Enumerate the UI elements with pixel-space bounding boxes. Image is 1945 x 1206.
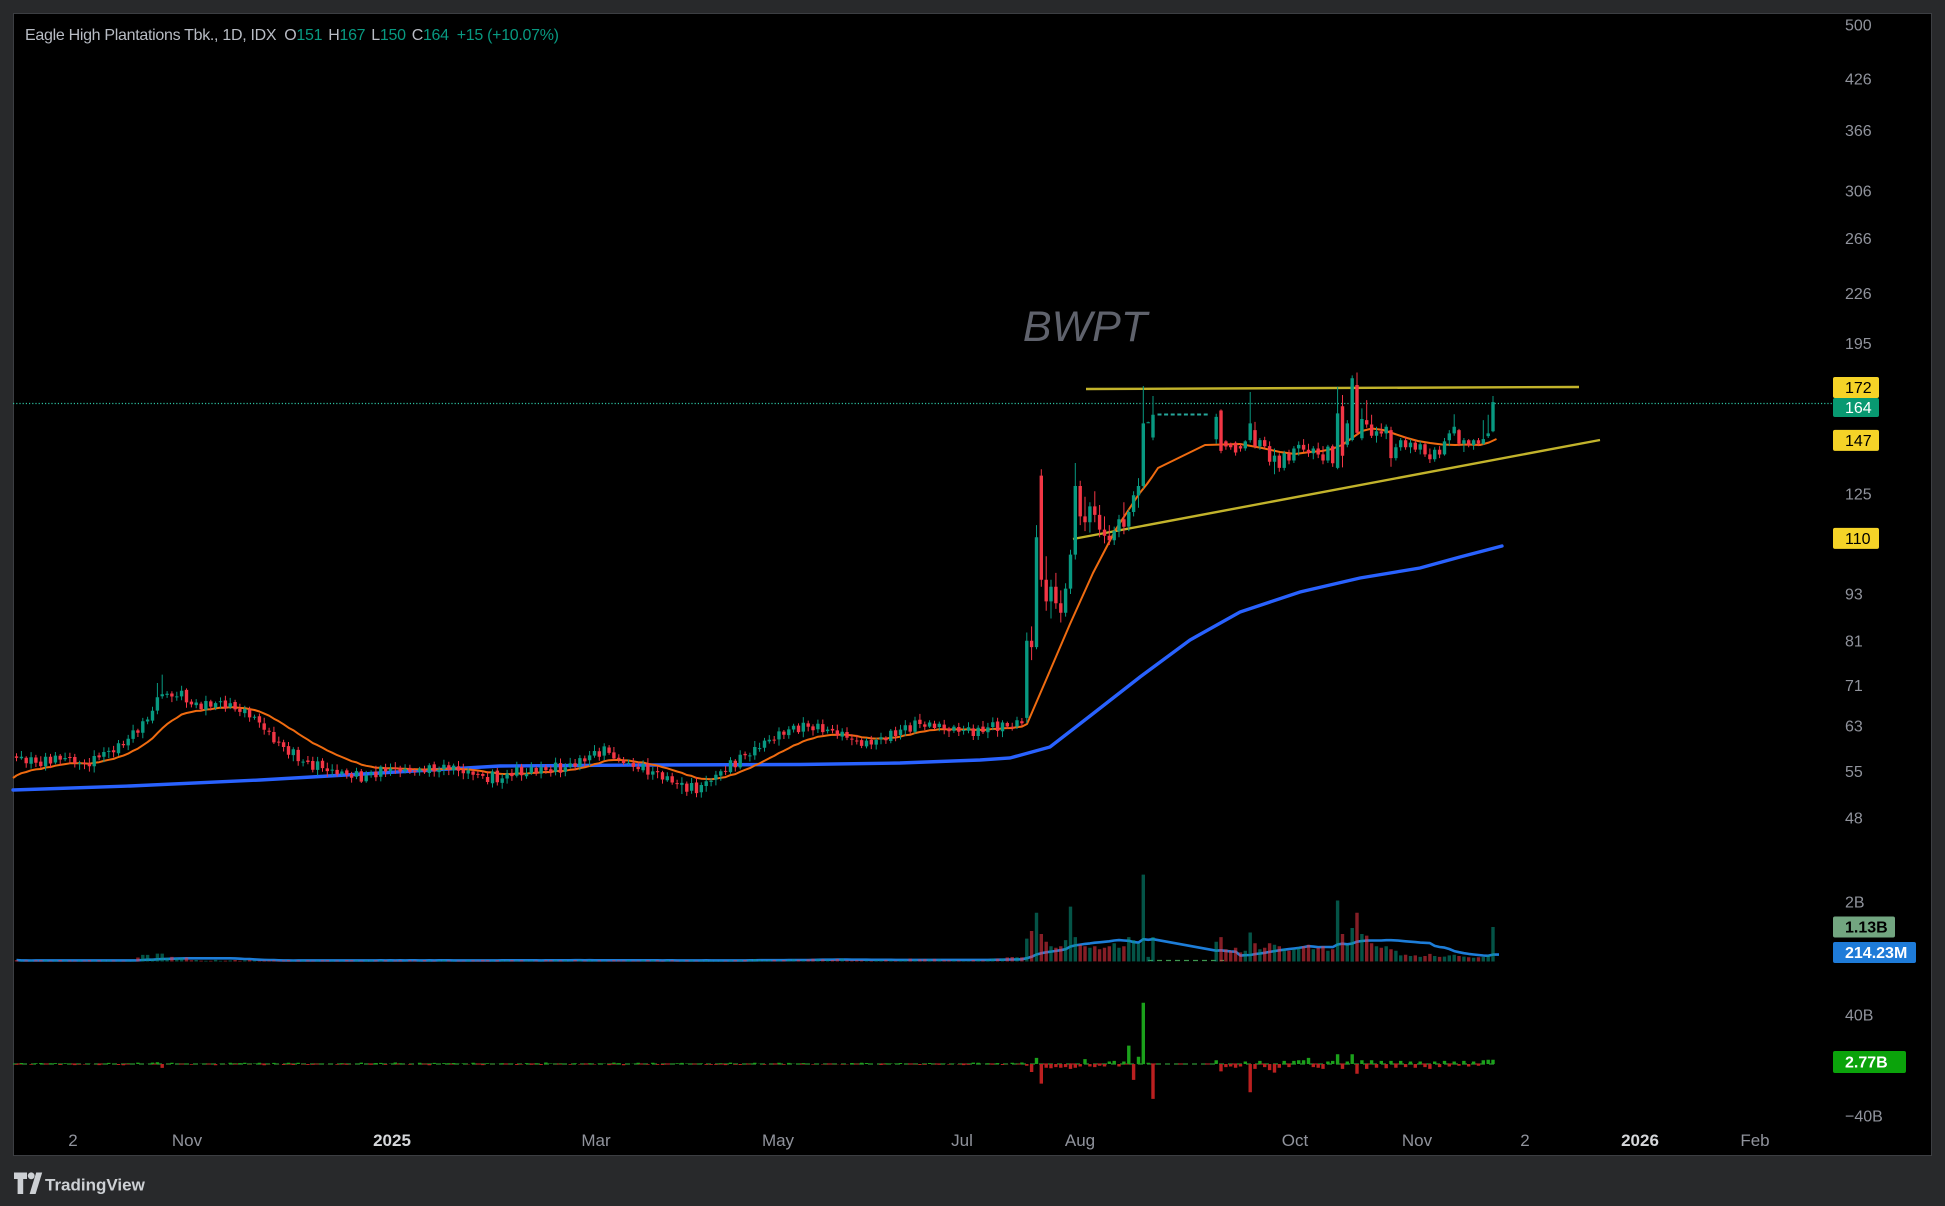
svg-text:125: 125 xyxy=(1845,486,1872,503)
svg-text:195: 195 xyxy=(1845,336,1872,353)
svg-text:Nov: Nov xyxy=(172,1131,203,1150)
svg-text:TradingView: TradingView xyxy=(45,1176,146,1195)
svg-text:2025: 2025 xyxy=(373,1131,411,1150)
svg-text:110: 110 xyxy=(1845,531,1871,548)
svg-text:71: 71 xyxy=(1845,678,1863,695)
svg-text:214.23M: 214.23M xyxy=(1845,945,1907,962)
svg-text:366: 366 xyxy=(1845,123,1872,140)
svg-text:266: 266 xyxy=(1845,231,1872,248)
svg-text:226: 226 xyxy=(1845,286,1872,303)
svg-text:164: 164 xyxy=(1845,400,1872,417)
svg-text:Mar: Mar xyxy=(581,1131,611,1150)
svg-text:55: 55 xyxy=(1845,764,1863,781)
svg-text:48: 48 xyxy=(1845,810,1863,827)
svg-text:40B: 40B xyxy=(1845,1008,1873,1025)
svg-text:426: 426 xyxy=(1845,72,1872,89)
svg-text:81: 81 xyxy=(1845,633,1863,650)
svg-text:2.77B: 2.77B xyxy=(1845,1055,1888,1072)
svg-text:Feb: Feb xyxy=(1740,1131,1769,1150)
svg-text:1.13B: 1.13B xyxy=(1845,920,1888,937)
svg-text:Aug: Aug xyxy=(1065,1131,1095,1150)
svg-text:306: 306 xyxy=(1845,184,1872,201)
svg-text:93: 93 xyxy=(1845,587,1863,604)
svg-text:172: 172 xyxy=(1845,380,1872,397)
svg-text:Oct: Oct xyxy=(1282,1131,1309,1150)
svg-text:Eagle High Plantations Tbk., 1: Eagle High Plantations Tbk., 1D, IDX O151… xyxy=(25,27,559,44)
svg-text:2B: 2B xyxy=(1845,895,1865,912)
svg-text:Jul: Jul xyxy=(951,1131,973,1150)
svg-text:Nov: Nov xyxy=(1402,1131,1433,1150)
svg-text:BWPT: BWPT xyxy=(1023,303,1150,351)
svg-text:2026: 2026 xyxy=(1621,1131,1659,1150)
svg-text:−40B: −40B xyxy=(1845,1109,1883,1126)
svg-text:2: 2 xyxy=(68,1131,77,1150)
svg-text:May: May xyxy=(762,1131,795,1150)
svg-text:500: 500 xyxy=(1845,18,1872,35)
svg-text:63: 63 xyxy=(1845,718,1863,735)
svg-text:2: 2 xyxy=(1520,1131,1529,1150)
svg-text:147: 147 xyxy=(1845,433,1872,450)
